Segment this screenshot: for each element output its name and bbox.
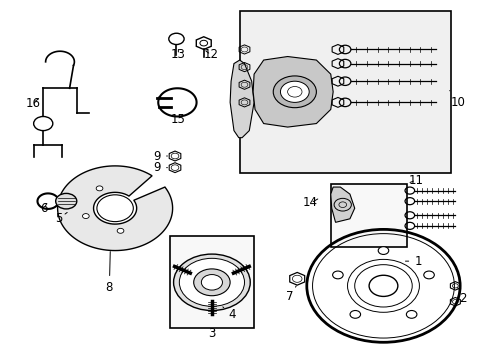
Circle shape xyxy=(173,254,250,311)
Text: 12: 12 xyxy=(203,48,218,61)
Text: 8: 8 xyxy=(105,252,113,294)
Text: 16: 16 xyxy=(25,96,40,109)
Circle shape xyxy=(201,275,222,290)
Circle shape xyxy=(423,271,433,279)
Text: 5: 5 xyxy=(55,212,67,225)
Bar xyxy=(170,237,254,328)
Polygon shape xyxy=(230,60,254,138)
Polygon shape xyxy=(330,187,354,222)
Circle shape xyxy=(193,269,230,296)
Circle shape xyxy=(332,271,343,279)
Circle shape xyxy=(97,195,133,222)
Text: 7: 7 xyxy=(285,286,296,303)
Circle shape xyxy=(406,311,416,318)
Text: 11: 11 xyxy=(408,174,423,186)
Circle shape xyxy=(117,228,123,233)
Text: 1: 1 xyxy=(405,255,421,267)
Text: 9: 9 xyxy=(153,149,167,162)
Circle shape xyxy=(179,258,244,306)
Polygon shape xyxy=(58,166,172,251)
Text: 6: 6 xyxy=(41,202,48,215)
Text: 2: 2 xyxy=(457,288,466,305)
Circle shape xyxy=(349,311,360,318)
Circle shape xyxy=(56,193,77,209)
Circle shape xyxy=(96,186,102,191)
Circle shape xyxy=(82,213,89,219)
Circle shape xyxy=(273,76,316,108)
Bar xyxy=(330,184,407,247)
Bar xyxy=(239,11,449,173)
Text: 13: 13 xyxy=(171,48,185,61)
Circle shape xyxy=(280,81,308,102)
Circle shape xyxy=(377,247,388,255)
Text: 10: 10 xyxy=(449,91,464,109)
Polygon shape xyxy=(253,57,332,127)
Text: 3: 3 xyxy=(208,327,215,340)
Text: 14: 14 xyxy=(303,197,318,210)
Text: 4: 4 xyxy=(223,307,236,320)
Text: 9: 9 xyxy=(153,161,167,174)
Circle shape xyxy=(368,275,397,296)
Text: 15: 15 xyxy=(171,113,189,126)
